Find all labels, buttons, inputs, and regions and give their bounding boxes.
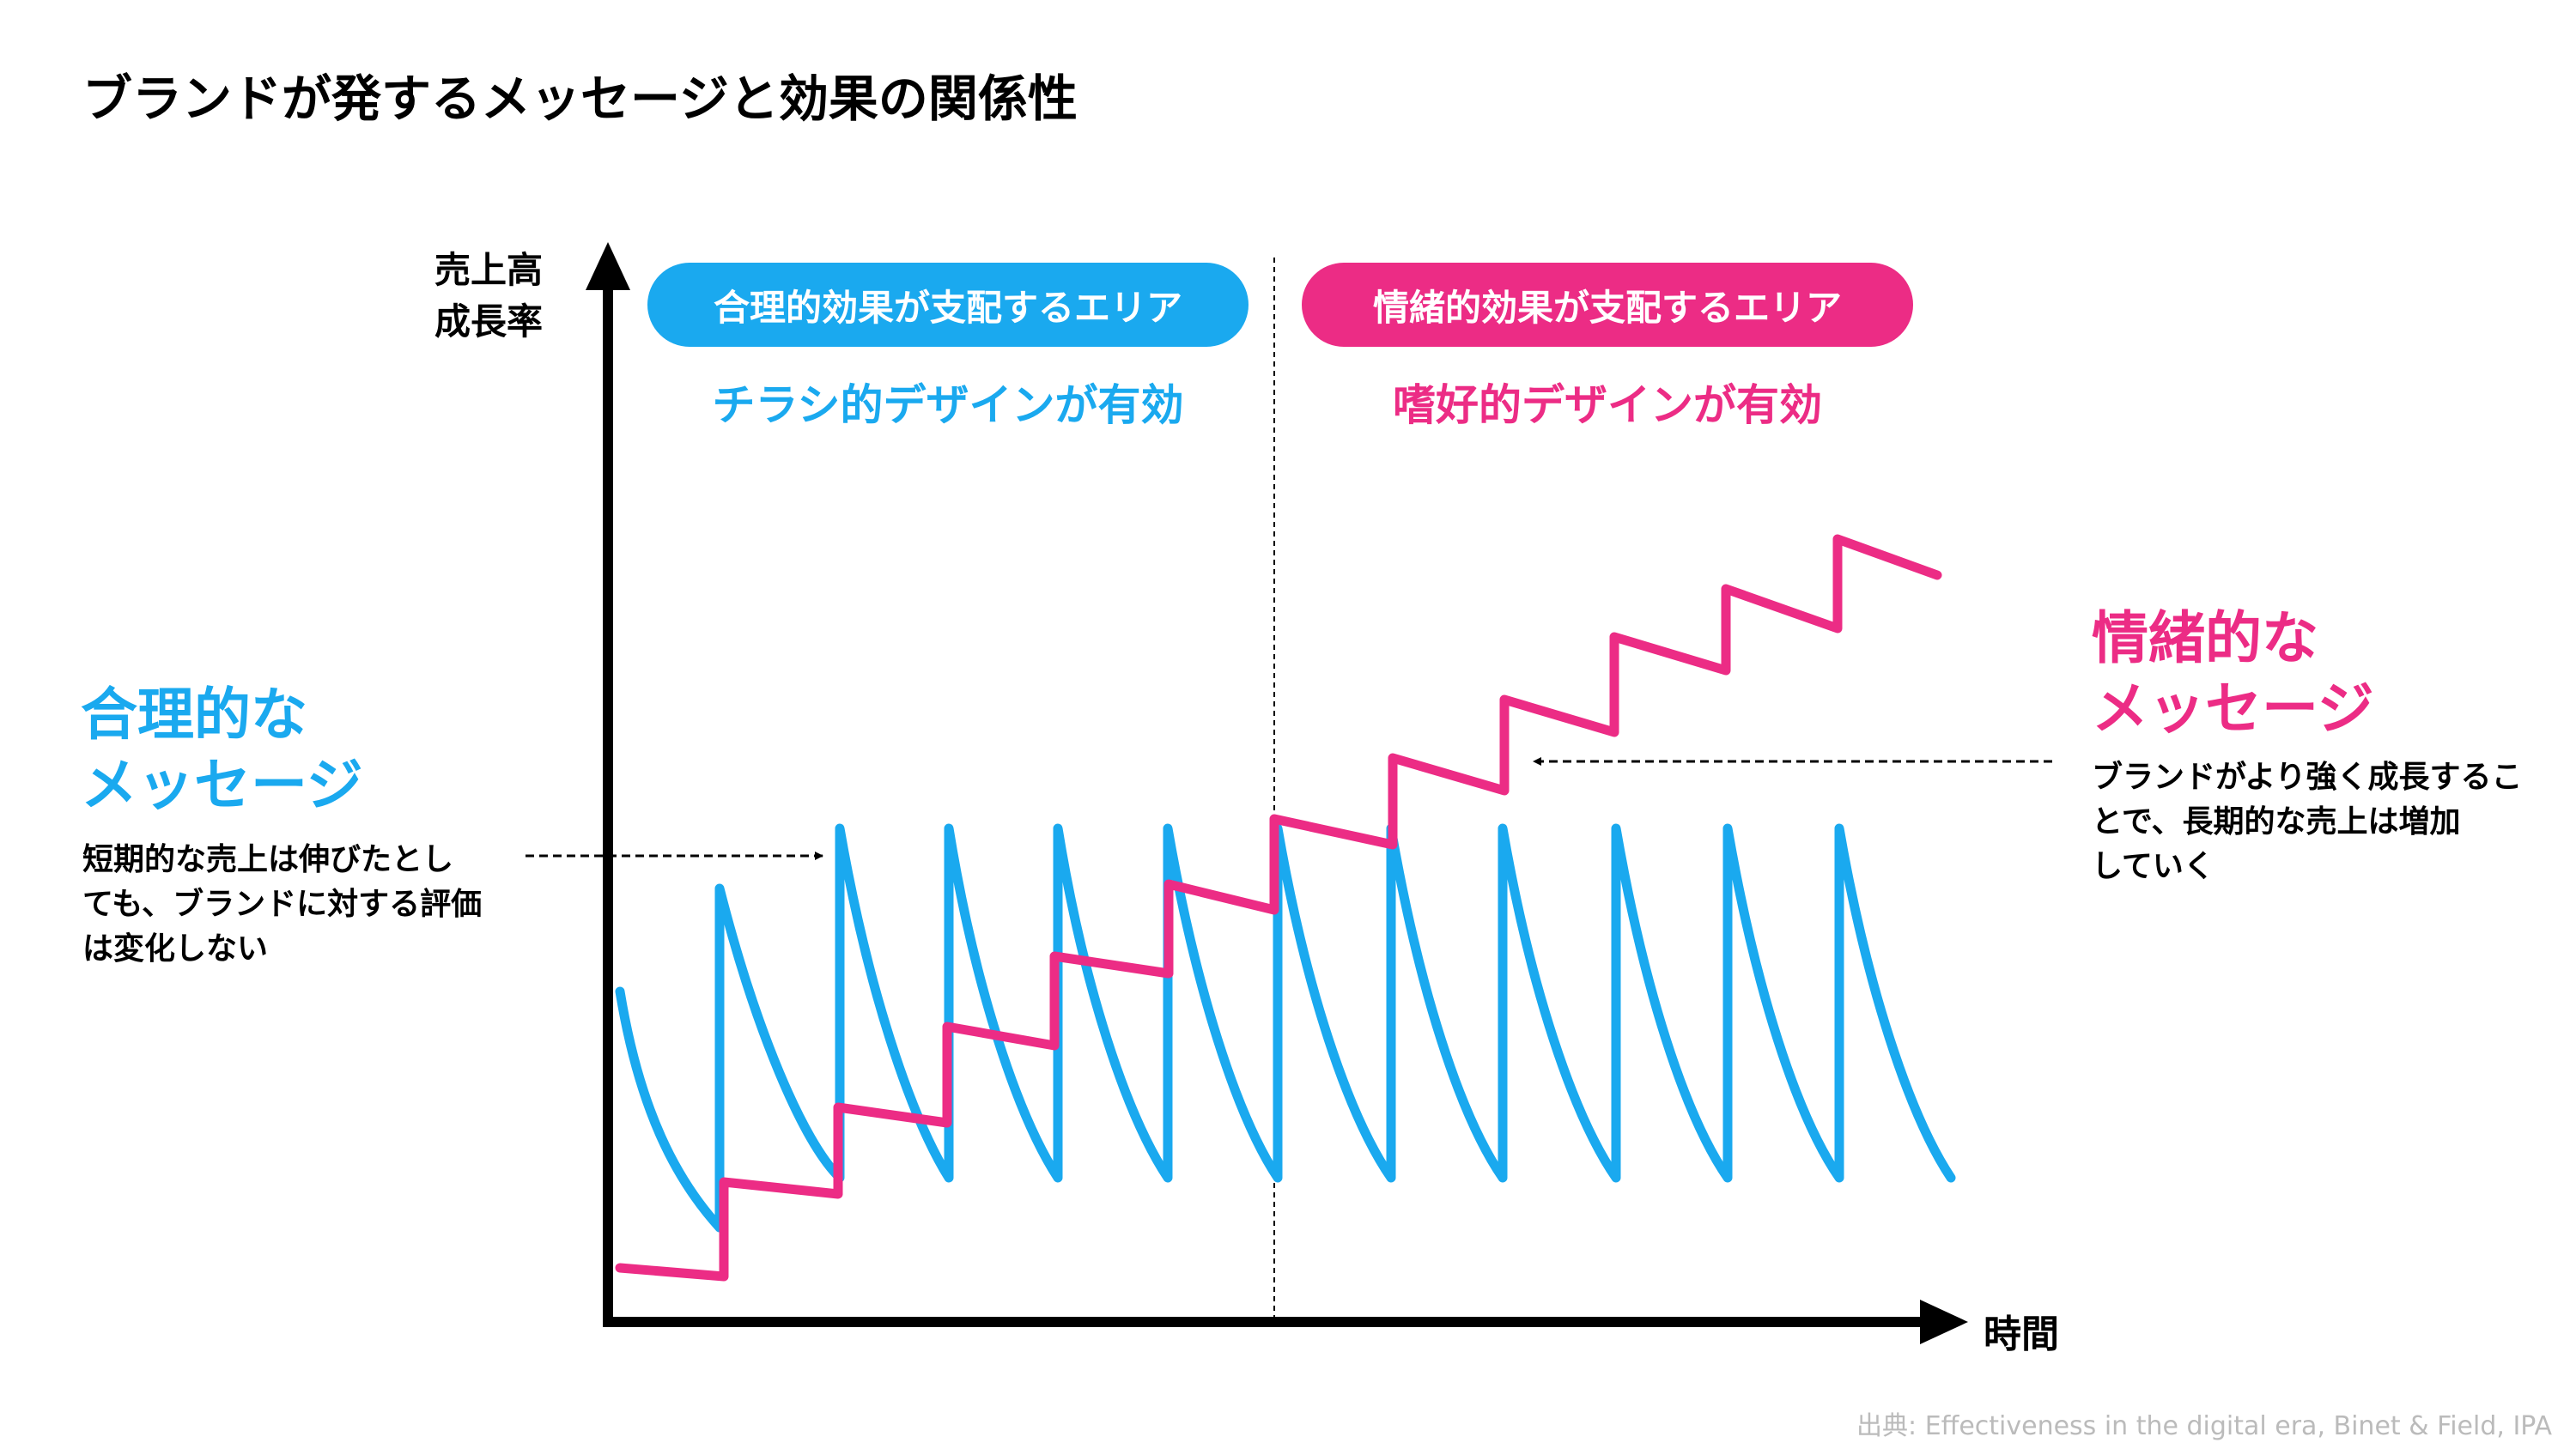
rational-message-line bbox=[615, 823, 1956, 1233]
rational-zone-pill: 合理的効果が支配するエリア bbox=[647, 263, 1249, 347]
rational-zone-subtitle: チラシ的デザインが有効 bbox=[712, 380, 1184, 430]
emotional-zone-subtitle: 嗜好的デザインが有効 bbox=[1393, 380, 1822, 430]
y-axis-arrowhead bbox=[586, 242, 630, 290]
y-axis-label: 売上高 成長率 bbox=[434, 245, 589, 348]
rational-description-line: ても、ブランドに対する評価 bbox=[82, 887, 483, 922]
rational-message-title: 合理的な メッセージ bbox=[81, 680, 363, 821]
emotional-description-line: していく bbox=[2092, 849, 2215, 884]
emotional-description-line: とで、長期的な売上は増加 bbox=[2092, 804, 2461, 840]
emotional-message-title-line: 情緒的な bbox=[2092, 605, 2318, 671]
source-citation: 出典: Effectiveness in the digital era, Bi… bbox=[1856, 1411, 2552, 1441]
x-axis-arrowhead bbox=[1920, 1300, 1968, 1344]
emotional-message-line bbox=[615, 534, 1942, 1282]
rational-message-title-line: 合理的な bbox=[81, 682, 307, 748]
y-axis-label-line: 売上高 bbox=[434, 249, 544, 291]
page-title: ブランドが発するメッセージと効果の関係性 bbox=[82, 70, 1078, 128]
rational-description-line: 短期的な売上は伸びたとし bbox=[82, 842, 454, 877]
x-axis-label: 時間 bbox=[1984, 1313, 2059, 1356]
emotional-message-title-line: メッセージ bbox=[2092, 676, 2374, 742]
emotional-description-line: ブランドがより強く成長するこ bbox=[2092, 760, 2523, 795]
emotional-message-description: ブランドがより強く成長するこ とで、長期的な売上は増加 していく bbox=[2092, 755, 2538, 889]
emotional-message-title: 情緒的な メッセージ bbox=[2092, 603, 2374, 744]
emotional-zone-pill: 情緒的効果が支配するエリア bbox=[1302, 263, 1913, 347]
rational-description-line: は変化しない bbox=[82, 931, 269, 967]
rational-message-description: 短期的な売上は伸びたとし ても、ブランドに対する評価 は変化しない bbox=[82, 838, 529, 972]
rational-message-title-line: メッセージ bbox=[81, 752, 363, 818]
y-axis-label-line: 成長率 bbox=[434, 300, 544, 343]
